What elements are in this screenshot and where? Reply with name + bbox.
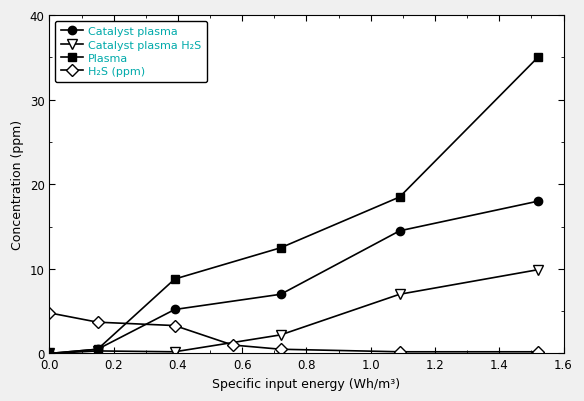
H₂S (ppm)	[94, 320, 101, 325]
Catalyst plasma H₂S	[171, 350, 178, 354]
Plasma	[171, 277, 178, 282]
Line: Catalyst plasma H₂S: Catalyst plasma H₂S	[44, 265, 543, 358]
Catalyst plasma H₂S	[534, 267, 541, 272]
Catalyst plasma H₂S	[277, 332, 284, 337]
Catalyst plasma	[534, 199, 541, 204]
Catalyst plasma	[46, 351, 53, 356]
Legend: Catalyst plasma, Catalyst plasma H₂S, Plasma, H₂S (ppm): Catalyst plasma, Catalyst plasma H₂S, Pl…	[55, 22, 207, 83]
Line: H₂S (ppm): H₂S (ppm)	[45, 309, 542, 356]
Line: Catalyst plasma: Catalyst plasma	[45, 198, 542, 358]
Catalyst plasma	[396, 229, 403, 234]
Catalyst plasma H₂S	[94, 348, 101, 353]
Catalyst plasma H₂S	[46, 351, 53, 356]
Catalyst plasma H₂S	[396, 292, 403, 297]
Plasma	[534, 56, 541, 61]
H₂S (ppm)	[396, 350, 403, 354]
Catalyst plasma	[171, 307, 178, 312]
X-axis label: Specific input energy (Wh/m³): Specific input energy (Wh/m³)	[213, 377, 401, 390]
Plasma	[94, 347, 101, 352]
Plasma	[46, 351, 53, 356]
Plasma	[396, 195, 403, 200]
H₂S (ppm)	[229, 343, 236, 348]
H₂S (ppm)	[171, 323, 178, 328]
Line: Plasma: Plasma	[45, 54, 542, 358]
H₂S (ppm)	[46, 311, 53, 316]
Catalyst plasma	[94, 347, 101, 352]
Plasma	[277, 246, 284, 251]
Y-axis label: Concentration (ppm): Concentration (ppm)	[11, 120, 24, 250]
H₂S (ppm)	[277, 347, 284, 352]
Catalyst plasma	[277, 292, 284, 297]
H₂S (ppm)	[534, 350, 541, 354]
